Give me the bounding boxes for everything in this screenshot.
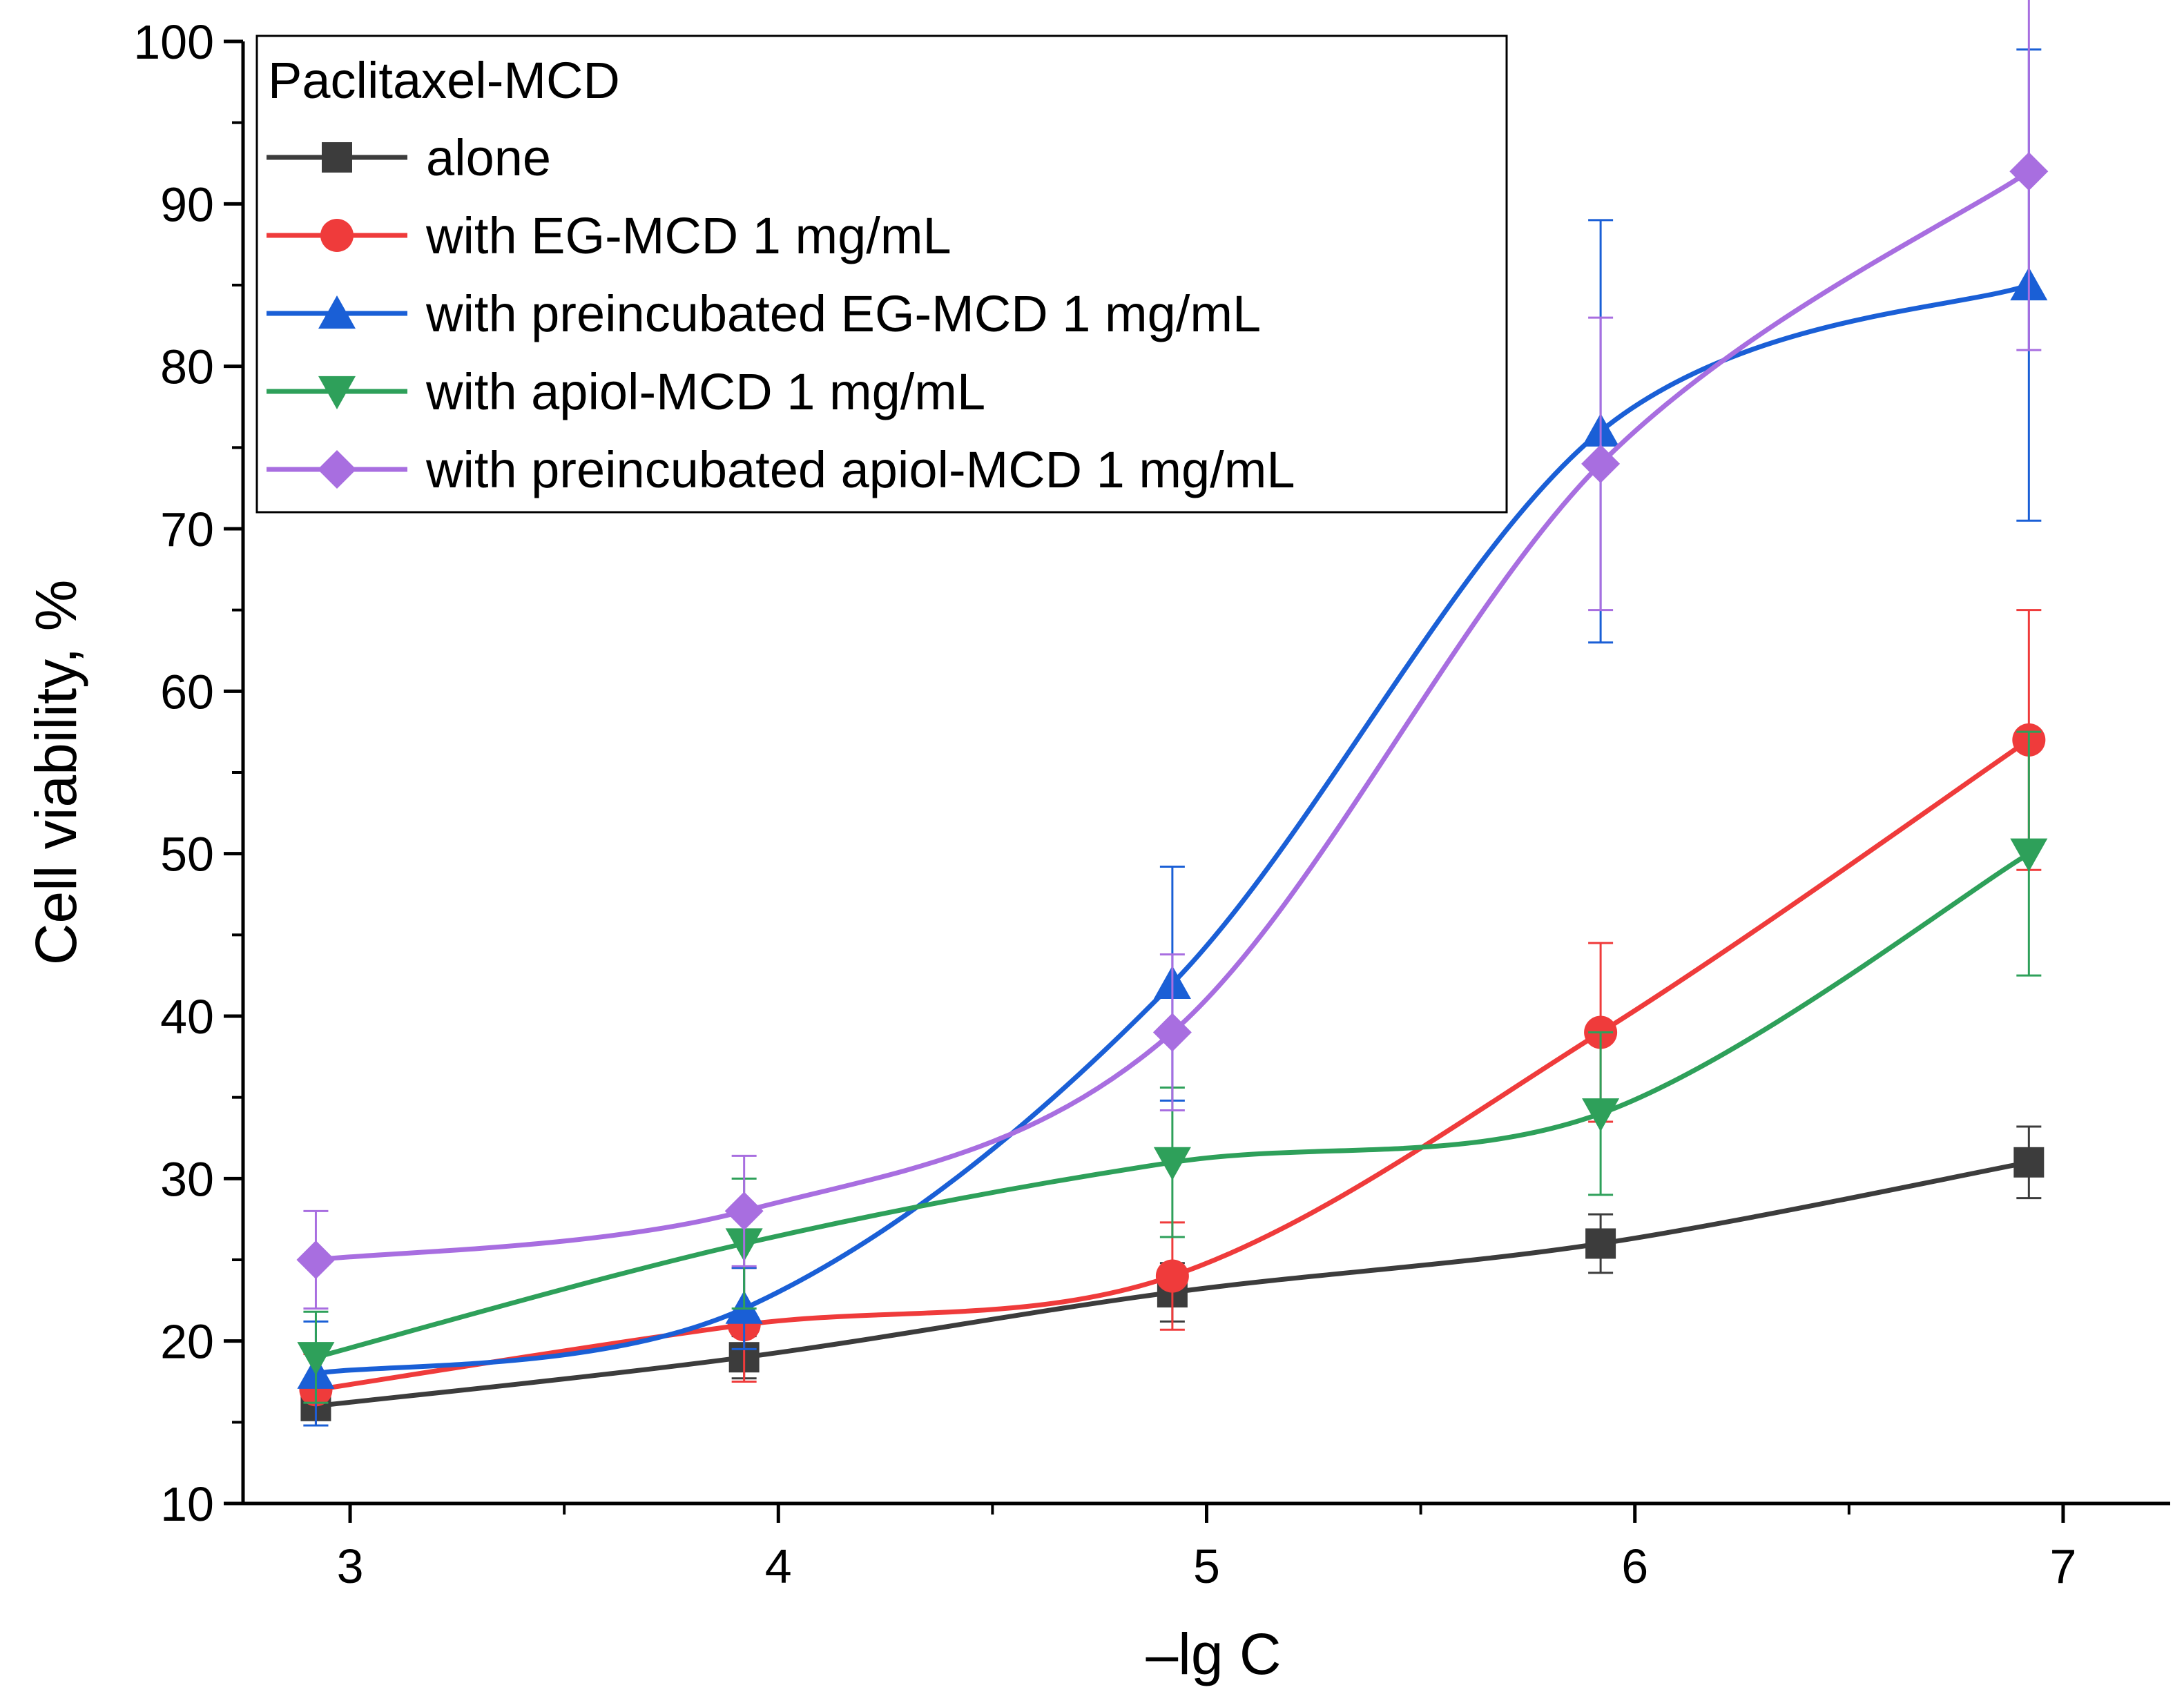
data-point [1581, 444, 1621, 483]
x-tick-label: 7 [2049, 1539, 2076, 1593]
legend-box [255, 35, 1508, 514]
data-point [297, 1342, 335, 1376]
plot-series [296, 0, 2049, 1427]
legend-label: with preincubated EG-MCD 1 mg/mL [425, 285, 1261, 342]
data-point [1582, 1098, 1620, 1132]
legend-label: with preincubated apiol-MCD 1 mg/mL [425, 441, 1295, 498]
legend-marker [322, 142, 352, 173]
y-tick-label: 90 [160, 177, 214, 231]
y-tick-label: 40 [160, 990, 214, 1044]
y-axis-title: Cell viability, % [23, 580, 88, 966]
x-tick-label: 3 [337, 1539, 364, 1593]
data-point [1155, 1259, 1189, 1293]
data-point [296, 1240, 336, 1279]
legend-item-1: alone [267, 129, 551, 186]
legend-marker [318, 450, 356, 489]
legend-item-4: with apiol-MCD 1 mg/mL [267, 363, 985, 420]
y-tick-label: 80 [160, 340, 214, 394]
y-tick-label: 60 [160, 665, 214, 719]
data-point [1152, 1013, 1192, 1052]
y-tick-label: 30 [160, 1152, 214, 1206]
x-axis-title: –lg C [1146, 1622, 1281, 1686]
series-line [316, 169, 2031, 1263]
x-tick-label: 6 [1621, 1539, 1648, 1593]
data-point [724, 1191, 764, 1231]
data-point [1153, 1147, 1191, 1180]
legend-title: Paclitaxel-MCD [268, 52, 620, 109]
y-tick-label: 100 [133, 15, 214, 69]
y-tick-label: 70 [160, 503, 214, 556]
legend-marker [320, 219, 354, 252]
series-4 [297, 730, 2048, 1404]
data-point [1585, 1228, 1616, 1259]
legend-label: alone [426, 129, 551, 186]
legend-item-3: with preincubated EG-MCD 1 mg/mL [267, 285, 1261, 342]
axes: 10 20 30 40 50 60 70 80 90 100 3 4 5 6 7 –lg C Cell viab… [23, 15, 2170, 1686]
y-tick-label: 20 [160, 1315, 214, 1369]
y-tick-label: 10 [160, 1477, 214, 1531]
data-point [2010, 838, 2048, 872]
y-tick-label: 50 [160, 828, 214, 882]
legend-marker [318, 295, 356, 329]
x-tick-label: 4 [765, 1539, 792, 1593]
series-1 [300, 1125, 2045, 1427]
legend-label: with apiol-MCD 1 mg/mL [425, 363, 985, 420]
x-tick-label: 5 [1193, 1539, 1220, 1593]
data-point [2009, 152, 2049, 191]
data-point [2013, 1147, 2045, 1178]
legend-item-2: with EG-MCD 1 mg/mL [267, 207, 951, 264]
legend-label: with EG-MCD 1 mg/mL [425, 207, 951, 264]
legend: Paclitaxel-MCD alone with EG-MCD 1 mg/mL wi… [255, 35, 1508, 514]
series-5 [296, 0, 2049, 1310]
legend-marker [318, 376, 356, 409]
legend-item-5: with preincubated apiol-MCD 1 mg/mL [267, 441, 1295, 498]
